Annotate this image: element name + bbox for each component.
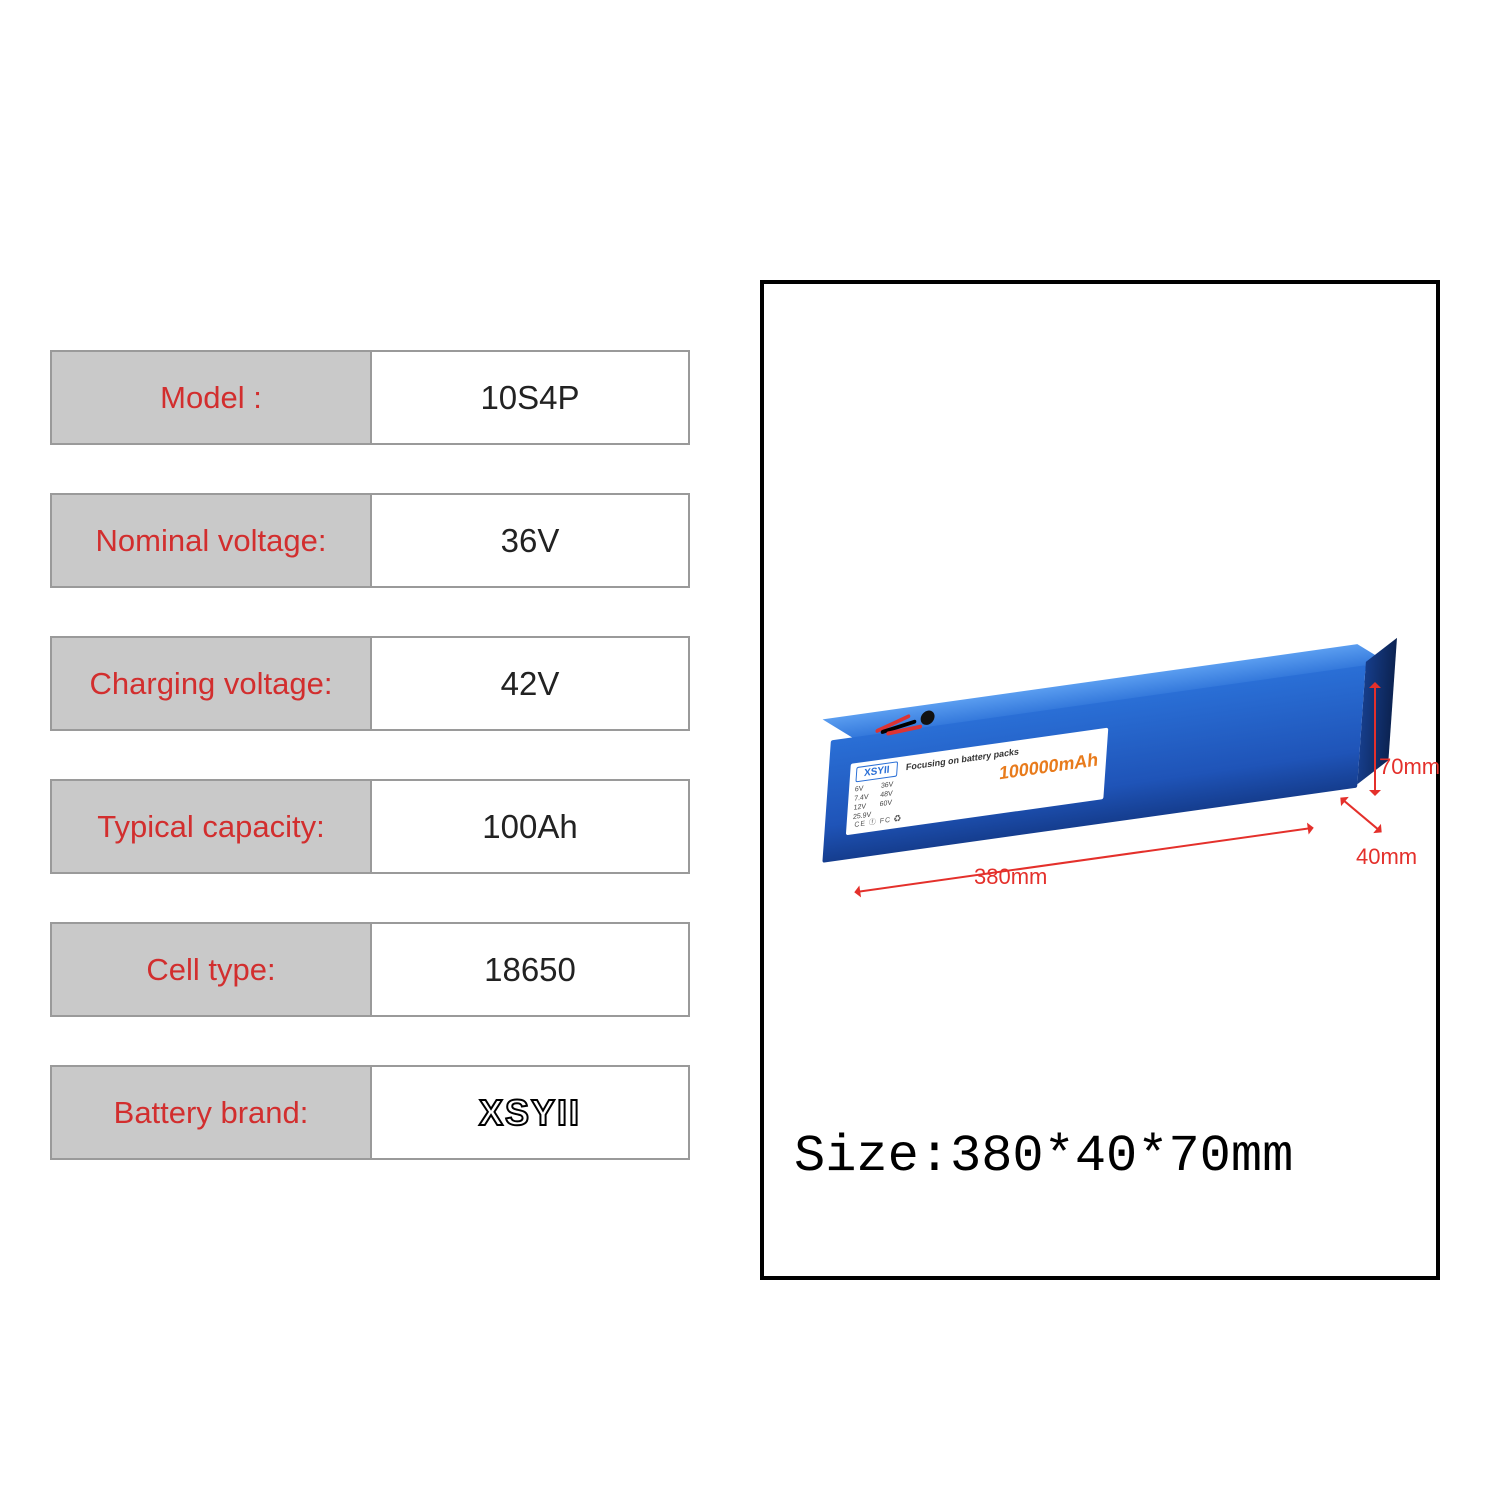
spec-label-model: Model : bbox=[52, 352, 372, 443]
connector-plug-icon bbox=[920, 710, 935, 726]
infographic-root: Model : 10S4P Nominal voltage: 36V Charg… bbox=[0, 180, 1500, 1320]
sticker-volt-col2: 36V 48V 60V bbox=[879, 780, 894, 818]
spec-value-typical-capacity: 100Ah bbox=[372, 781, 688, 872]
spec-value-charging-voltage: 42V bbox=[372, 638, 688, 729]
spec-value-nominal-voltage: 36V bbox=[372, 495, 688, 586]
dim-label-length: 380mm bbox=[974, 864, 1047, 890]
spec-value-cell-type: 18650 bbox=[372, 924, 688, 1015]
table-row: Model : 10S4P bbox=[50, 350, 690, 445]
spec-label-charging-voltage: Charging voltage: bbox=[52, 638, 372, 729]
table-row: Nominal voltage: 36V bbox=[50, 493, 690, 588]
table-row: Charging voltage: 42V bbox=[50, 636, 690, 731]
spec-label-cell-type: Cell type: bbox=[52, 924, 372, 1015]
volt-cell: 60V bbox=[879, 798, 892, 809]
spec-label-nominal-voltage: Nominal voltage: bbox=[52, 495, 372, 586]
dim-label-width: 40mm bbox=[1356, 844, 1417, 870]
table-row: Typical capacity: 100Ah bbox=[50, 779, 690, 874]
table-row: Battery brand: XSYII bbox=[50, 1065, 690, 1160]
table-row: Cell type: 18650 bbox=[50, 922, 690, 1017]
dim-arrow-height-icon bbox=[1374, 684, 1376, 794]
spec-label-typical-capacity: Typical capacity: bbox=[52, 781, 372, 872]
spec-value-model: 10S4P bbox=[372, 352, 688, 443]
spec-value-battery-brand-logo: XSYII bbox=[372, 1067, 688, 1158]
product-image-panel: XSYII Focusing on battery packs 6V 7.4V … bbox=[760, 280, 1440, 1280]
dim-label-height: 70mm bbox=[1379, 754, 1440, 780]
spec-table: Model : 10S4P Nominal voltage: 36V Charg… bbox=[50, 350, 690, 1160]
battery-body: XSYII Focusing on battery packs 6V 7.4V … bbox=[822, 665, 1365, 863]
sticker-volt-col1: 6V 7.4V 12V 25.9V bbox=[853, 783, 874, 822]
spec-label-battery-brand: Battery brand: bbox=[52, 1067, 372, 1158]
size-text: Size:380*40*70mm bbox=[794, 1127, 1293, 1186]
